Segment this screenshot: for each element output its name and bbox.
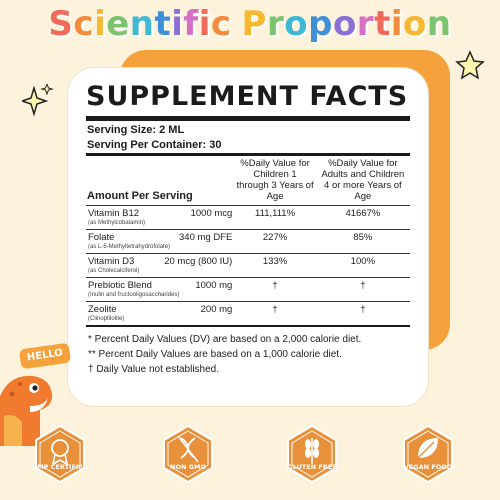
table-row: Zeolite 200 mg (Clinoptilolite) † †: [86, 301, 410, 325]
children-dv: 133%: [234, 253, 316, 278]
table-row: Vitamin D3 20 mcg (800 IU) (as Cholecalcif…: [86, 253, 410, 278]
banner-letter: f: [183, 4, 199, 44]
footnote: ** Percent Daily Values are based on a 1…: [88, 349, 342, 360]
banner-letter: P: [241, 4, 267, 44]
nutrient-amount: 1000 mcg: [190, 208, 233, 219]
banner-letter: n: [426, 4, 452, 44]
serving-size: Serving Size: 2 ML: [87, 124, 185, 136]
gmp-medal-icon: [35, 424, 85, 484]
badge-label: GMP CERTIFIED: [31, 463, 89, 471]
nutrient-source: (as Methylcobalamin): [88, 220, 146, 226]
header-adults: %Daily Value for Adults and Children 4 o…: [321, 158, 405, 202]
adults-dv: 41667%: [315, 205, 410, 230]
nutrient-cell: Vitamin D3 20 mcg (800 IU) (as Cholecalcif…: [86, 253, 235, 278]
children-dv: 111,111%: [234, 205, 316, 230]
banner-letter: t: [154, 4, 172, 44]
nutrient-cell: Zeolite 200 mg (Clinoptilolite): [86, 301, 235, 325]
wheat-icon: [287, 424, 337, 484]
dna-icon: [163, 424, 213, 484]
nutrient-name: Zeolite: [88, 304, 117, 315]
nutrient-source: (Clinoptilolite): [88, 316, 125, 322]
badge-vegan-food: VEGAN FOOD: [398, 424, 458, 484]
nutrient-cell: Prebiotic Blend 1000 mg (Inulin and fructo…: [86, 277, 235, 302]
footnotes: * Percent Daily Values (DV) are based on…: [88, 332, 412, 377]
adults-dv: 100%: [315, 253, 410, 278]
header-amount: Amount Per Serving: [87, 190, 193, 202]
banner-letter: S: [48, 4, 74, 44]
star-icon: [455, 50, 485, 80]
nutrient-amount: 200 mg: [200, 304, 233, 315]
nutrient-name: Folate: [88, 232, 115, 243]
nutrient-cell: Folate 340 mg DFE (as L-5-Methyltetrahydro…: [86, 229, 235, 254]
banner-letter: i: [171, 4, 184, 44]
banner-letter: i: [390, 4, 403, 44]
dinosaur-icon: [0, 375, 53, 446]
nutrient-source: (as L-5-Methyltetrahydrofolate): [88, 244, 171, 250]
banner-letter: t: [374, 4, 391, 44]
banner-title: Scientific Proportion: [0, 2, 500, 46]
nutrient-amount: 1000 mg: [195, 280, 233, 291]
servings-per-container: Serving Per Container: 30: [87, 139, 222, 151]
banner-letter: i: [94, 4, 107, 44]
banner-letter: c: [73, 4, 95, 44]
children-dv: 227%: [234, 229, 316, 254]
footnote: * Percent Daily Values (DV) are based on…: [88, 334, 362, 345]
badge-label: VEGAN FOOD: [403, 463, 453, 471]
badge-non-gmo: NON GMO: [158, 424, 218, 484]
footnote: † Daily Value not established.: [88, 364, 220, 375]
banner-letter: o: [332, 4, 357, 44]
banner-letter: o: [284, 4, 309, 44]
banner-letter: p: [308, 4, 333, 44]
badge-label: GLUTEN FREE: [287, 463, 337, 471]
table-row: Vitamin B12 1000 mcg (as Methylcobalamin) 1…: [86, 205, 410, 230]
banner-letter: o: [403, 4, 427, 44]
supplement-facts-panel: SUPPLEMENT FACTS Serving Size: 2 ML Serv…: [84, 80, 412, 377]
nutrient-name: Vitamin D3: [88, 256, 135, 267]
banner-letter: r: [356, 4, 375, 44]
divider: [86, 325, 410, 327]
banner-letter: c: [210, 4, 232, 44]
children-dv: †: [234, 277, 316, 302]
table-row: Prebiotic Blend 1000 mg (Inulin and fructo…: [86, 277, 410, 302]
nutrient-name: Prebiotic Blend: [88, 280, 152, 291]
children-dv: †: [234, 301, 316, 325]
badge-label: NON GMO: [170, 463, 206, 471]
leaf-icon: [403, 424, 453, 484]
nutrient-cell: Vitamin B12 1000 mcg (as Methylcobalamin): [86, 205, 235, 230]
facts-title: SUPPLEMENT FACTS: [86, 81, 409, 112]
certification-badges: GMP CERTIFIED NON GMO GLUTEN FREE VEGAN FOO…: [0, 418, 500, 500]
nutrient-amount: 340 mg DFE: [179, 232, 233, 243]
table-row: Folate 340 mg DFE (as L-5-Methyltetrahydro…: [86, 229, 410, 254]
banner-letter: r: [266, 4, 285, 44]
nutrient-amount: 20 mcg (800 IU): [164, 256, 233, 267]
badge-gluten-free: GLUTEN FREE: [282, 424, 342, 484]
sparkle-icon: [22, 84, 54, 117]
divider: [86, 116, 410, 121]
nutrient-source: (as Cholecalciferol): [88, 268, 140, 274]
nutrient-name: Vitamin B12: [88, 208, 140, 219]
banner-letter: e: [106, 4, 130, 44]
adults-dv: 85%: [315, 229, 410, 254]
banner-letter: i: [198, 4, 211, 44]
adults-dv: †: [315, 277, 410, 302]
banner-letter: n: [129, 4, 155, 44]
header-children: %Daily Value for Children 1 through 3 Ye…: [236, 158, 314, 202]
adults-dv: †: [315, 301, 410, 325]
nutrient-source: (Inulin and fructooligosaccharides): [88, 292, 180, 298]
badge-gmp-certified: GMP CERTIFIED: [30, 424, 90, 484]
facts-table: Amount Per Serving %Daily Value for Chil…: [86, 153, 410, 325]
